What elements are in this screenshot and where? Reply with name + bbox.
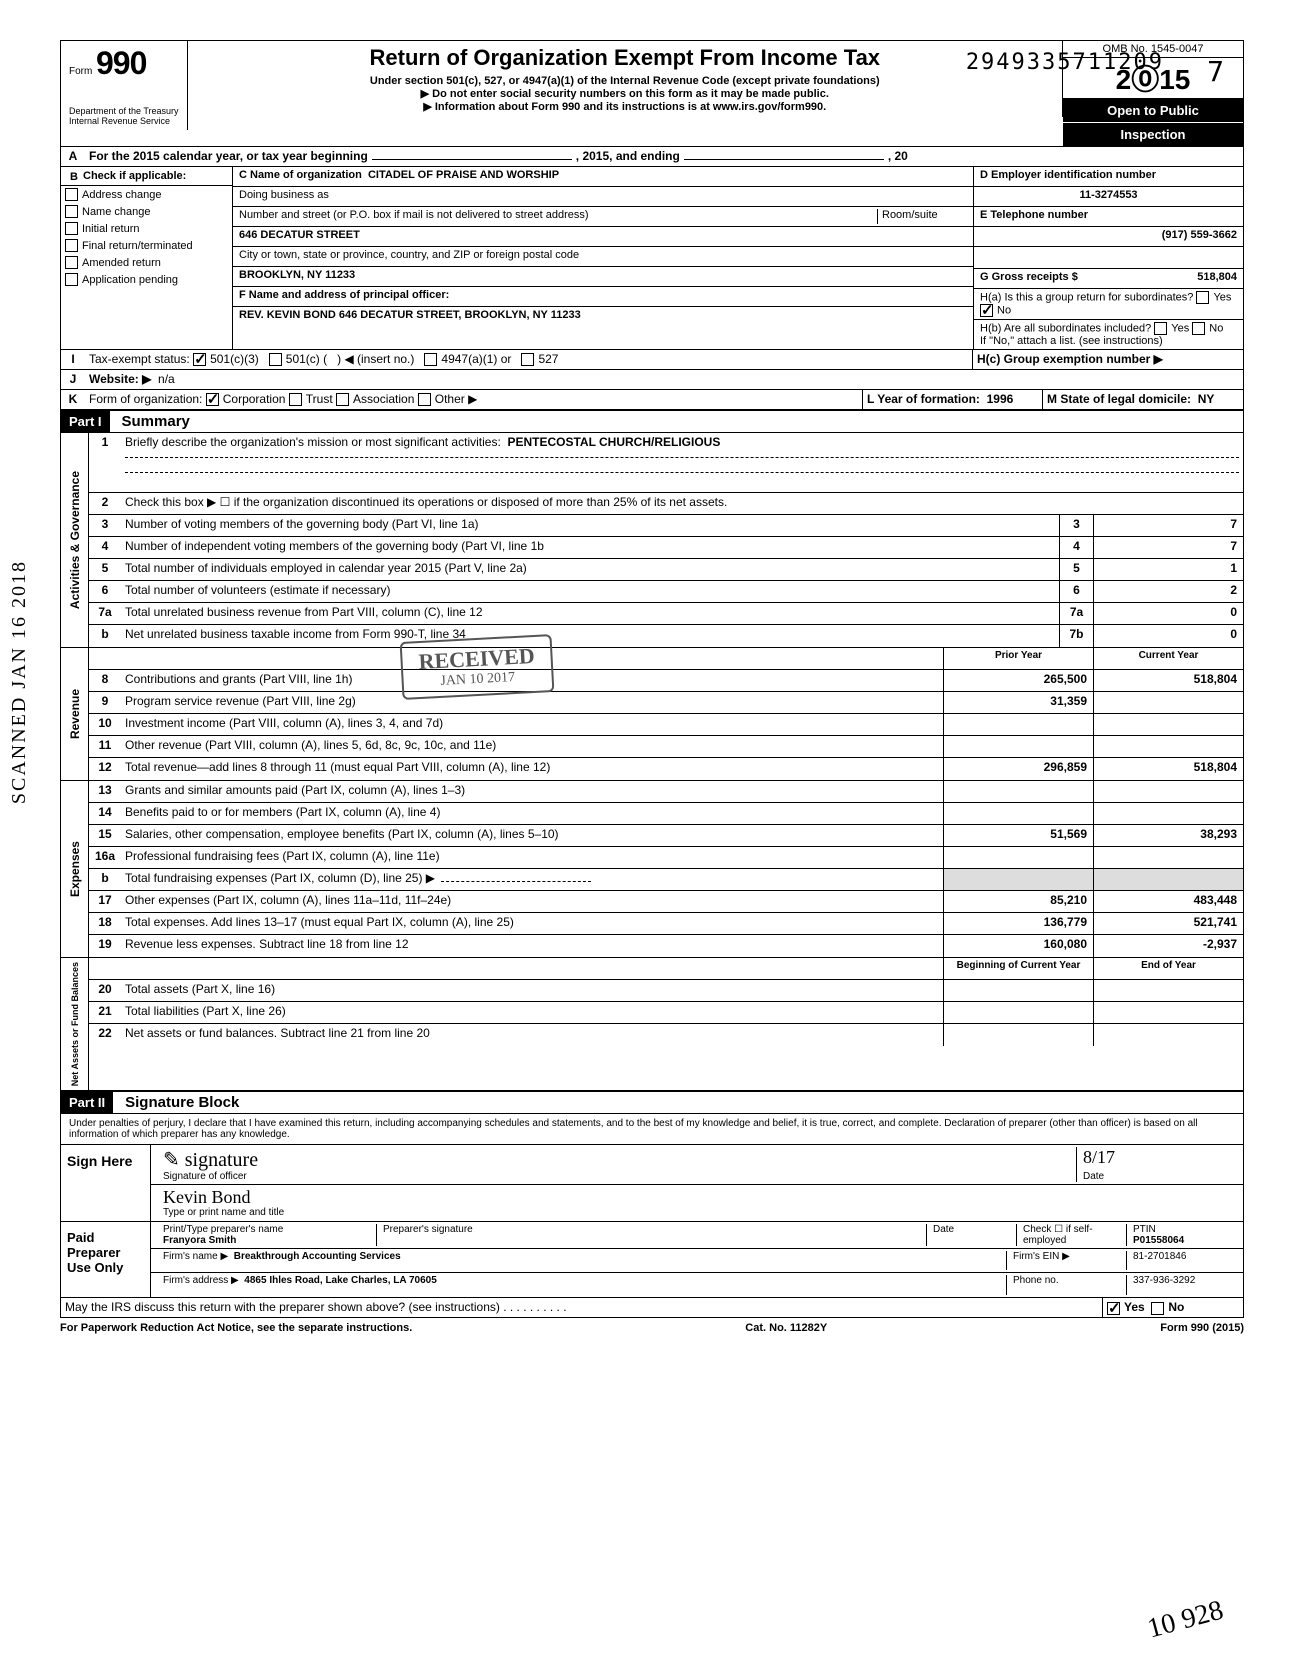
ein: 11-3274553 (974, 187, 1243, 207)
unrelated-revenue: 0 (1093, 603, 1243, 624)
org-name: CITADEL OF PRAISE AND WORSHIP (368, 169, 559, 181)
employees: 1 (1093, 559, 1243, 580)
paid-preparer-section: Paid Preparer Use Only Print/Type prepar… (60, 1222, 1244, 1298)
firm-ein: 81-2701846 (1127, 1251, 1237, 1270)
independent-members: 7 (1093, 537, 1243, 558)
group-return-yes-checkbox[interactable] (1196, 291, 1209, 304)
perjury-statement: Under penalties of perjury, I declare th… (60, 1114, 1244, 1145)
state-domicile: NY (1198, 392, 1215, 406)
info-link: ▶ Information about Form 990 and its ins… (200, 100, 1050, 113)
subordinates-yes-checkbox[interactable] (1154, 322, 1167, 335)
application-pending-checkbox[interactable] (65, 273, 78, 286)
handwritten-note: 10 928 (1144, 1595, 1227, 1646)
other-checkbox[interactable] (418, 393, 431, 406)
city-state-zip: BROOKLYN, NY 11233 (233, 267, 973, 287)
expenses-section: Expenses 13Grants and similar amounts pa… (60, 781, 1244, 958)
name-change-checkbox[interactable] (65, 205, 78, 218)
street-address: 646 DECATUR STREET (233, 227, 973, 247)
line-k: K Form of organization: Corporation Trus… (60, 390, 1244, 410)
mission: PENTECOSTAL CHURCH/RELIGIOUS (507, 435, 720, 449)
trust-checkbox[interactable] (289, 393, 302, 406)
received-stamp: RECEIVED JAN 10 2017 (400, 634, 555, 700)
part-2-header: Part II Signature Block (60, 1091, 1244, 1114)
ssn-warning: ▶ Do not enter social security numbers o… (200, 87, 1050, 100)
irs-discuss-row: May the IRS discuss this return with the… (60, 1298, 1244, 1318)
total-revenue-prior: 296,859 (943, 758, 1093, 780)
total-expenses-prior: 136,779 (943, 913, 1093, 934)
main-title: Return of Organization Exempt From Incom… (200, 45, 1050, 71)
voting-members: 7 (1093, 515, 1243, 536)
association-checkbox[interactable] (336, 393, 349, 406)
part-1-header: Part I Summary (60, 410, 1244, 433)
website: n/a (158, 372, 175, 386)
form-prefix: Form (69, 66, 92, 77)
year-formation: 1996 (987, 392, 1014, 406)
revenue-less-expenses-prior: 160,080 (943, 935, 1093, 957)
group-return-no-checkbox[interactable] (980, 304, 993, 317)
unrelated-taxable: 0 (1093, 625, 1243, 647)
entity-info-block: BCheck if applicable: Address change Nam… (60, 167, 1244, 350)
activities-governance-section: Activities & Governance 1Briefly describ… (60, 433, 1244, 648)
line-i: I Tax-exempt status: 501(c)(3) 501(c) ( … (60, 350, 1244, 370)
other-expenses-current: 483,448 (1093, 891, 1243, 912)
total-revenue-current: 518,804 (1093, 758, 1243, 780)
irs-discuss-yes-checkbox[interactable] (1107, 1302, 1120, 1315)
program-revenue-prior: 31,359 (943, 692, 1093, 713)
other-expenses-prior: 85,210 (943, 891, 1093, 912)
volunteers: 2 (1093, 581, 1243, 602)
sign-here-section: Sign Here ✎ signatureSignature of office… (60, 1145, 1244, 1222)
document-id: 2949335711209 (966, 50, 1164, 75)
subtitle: Under section 501(c), 527, or 4947(a)(1)… (200, 75, 1050, 87)
preparer-name: Franyora Smith (163, 1235, 236, 1246)
salaries-current: 38,293 (1093, 825, 1243, 846)
final-return-checkbox[interactable] (65, 239, 78, 252)
dept-line2: Internal Revenue Service (69, 116, 179, 126)
amended-return-checkbox[interactable] (65, 256, 78, 269)
scanned-stamp: SCANNED JAN 16 2018 (8, 560, 31, 804)
subordinates-no-checkbox[interactable] (1192, 322, 1205, 335)
501c-checkbox[interactable] (269, 353, 282, 366)
inspection: Inspection (1063, 122, 1243, 146)
corporation-checkbox[interactable] (206, 393, 219, 406)
net-assets-section: Net Assets or Fund Balances Beginning of… (60, 958, 1244, 1091)
telephone: (917) 559-3662 (974, 227, 1243, 247)
address-change-checkbox[interactable] (65, 188, 78, 201)
principal-officer: REV. KEVIN BOND 646 DECATUR STREET, BROO… (233, 307, 973, 327)
irs-discuss-no-checkbox[interactable] (1151, 1302, 1164, 1315)
dept-line1: Department of the Treasury (69, 106, 179, 116)
total-expenses-current: 521,741 (1093, 913, 1243, 934)
501c3-checkbox[interactable] (193, 353, 206, 366)
revenue-section: Revenue Prior YearCurrent Year 8Contribu… (60, 648, 1244, 781)
page-number-top: 7 (1207, 55, 1224, 88)
initial-return-checkbox[interactable] (65, 222, 78, 235)
firm-phone: 337-936-3292 (1127, 1275, 1237, 1295)
revenue-less-expenses-current: -2,937 (1093, 935, 1243, 957)
salaries-prior: 51,569 (943, 825, 1093, 846)
footer: For Paperwork Reduction Act Notice, see … (60, 1318, 1244, 1334)
gross-receipts: 518,804 (1197, 271, 1237, 283)
ptin: P01558064 (1133, 1235, 1184, 1246)
form-number: 990 (96, 45, 146, 81)
open-to-public: Open to Public (1063, 99, 1243, 122)
527-checkbox[interactable] (521, 353, 534, 366)
firm-address: 4865 Ihles Road, Lake Charles, LA 70605 (244, 1275, 437, 1286)
line-a: A For the 2015 calendar year, or tax yea… (60, 147, 1244, 167)
contributions-prior: 265,500 (943, 670, 1093, 691)
line-j: J Website: ▶ n/a (60, 370, 1244, 390)
contributions-current: 518,804 (1093, 670, 1243, 691)
4947-checkbox[interactable] (424, 353, 437, 366)
firm-name: Breakthrough Accounting Services (234, 1251, 401, 1262)
